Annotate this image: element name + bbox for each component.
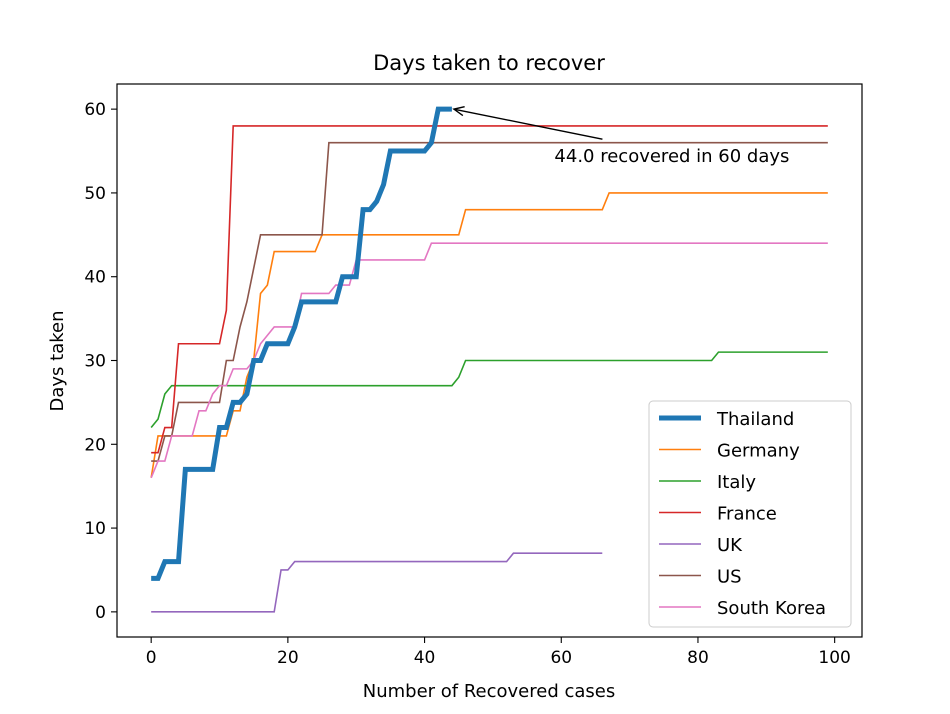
series-lines: [150, 106, 828, 613]
y-tick-label: 50: [84, 184, 106, 204]
x-tick-label: 60: [550, 648, 572, 668]
series-line-uk: [151, 552, 603, 613]
axis-ticks: 0 20 40 60 80 100 0 10 20 30 40 50 60: [84, 100, 851, 668]
annotation-text: 44.0 recovered in 60 days: [554, 146, 789, 167]
x-tick-label: 20: [277, 648, 299, 668]
legend-label-south-korea: South Korea: [717, 598, 826, 619]
legend: Thailand Germany Italy France UK US South Kore…: [648, 400, 852, 628]
x-tick-label: 100: [818, 648, 850, 668]
x-tick-label: 40: [414, 648, 436, 668]
y-axis-label: Days taken: [47, 311, 68, 412]
legend-label-italy: Italy: [717, 472, 756, 493]
legend-label-uk: UK: [717, 535, 743, 556]
y-tick-label: 20: [84, 435, 106, 455]
x-axis-label: Number of Recovered cases: [363, 681, 616, 702]
annotation: 44.0 recovered in 60 days: [452, 106, 789, 167]
series-line-france: [151, 125, 828, 454]
legend-label-us: US: [717, 567, 742, 588]
annotation-arrowhead: [452, 106, 465, 117]
y-tick-label: 30: [84, 352, 106, 372]
chart-title: Days taken to recover: [373, 51, 605, 75]
legend-box: [648, 400, 852, 628]
series-line-italy: [150, 351, 828, 429]
legend-label-thailand: Thailand: [716, 409, 794, 430]
y-tick-label: 10: [84, 519, 106, 539]
y-tick-label: 60: [84, 100, 106, 120]
annotation-arrow: [453, 108, 603, 140]
x-tick-label: 0: [146, 648, 157, 668]
legend-label-germany: Germany: [717, 441, 800, 462]
x-tick-label: 80: [687, 648, 709, 668]
y-tick-label: 40: [84, 268, 106, 288]
series-line-thailand: [151, 106, 452, 581]
y-tick-label: 0: [95, 603, 106, 623]
series-line-us: [151, 141, 828, 462]
legend-label-france: France: [717, 504, 777, 525]
